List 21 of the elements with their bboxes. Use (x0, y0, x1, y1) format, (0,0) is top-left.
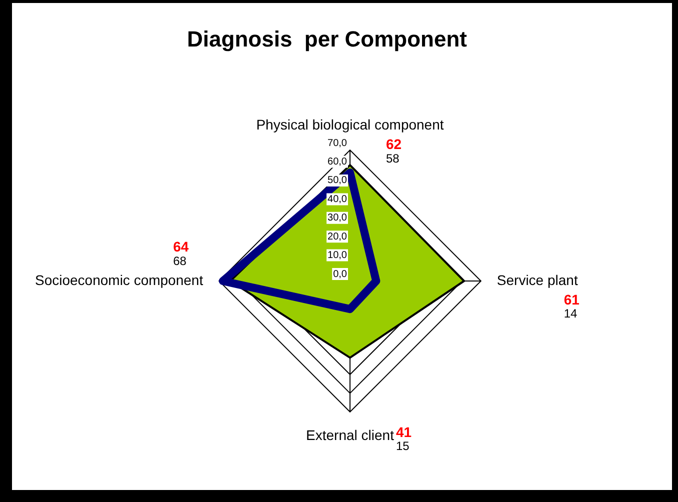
y-tick-label: 40,0 (328, 194, 348, 205)
text: 64 (173, 238, 189, 254)
text: 61 (564, 291, 580, 308)
y-tick-label: 0,0 (333, 268, 348, 280)
text: 41 (396, 424, 412, 440)
y-tick-label: 70,0 (328, 138, 348, 149)
text: 15 (396, 439, 410, 454)
spoke-label: Socioeconomic component (34, 272, 204, 288)
y-tick-label: 30,0 (328, 212, 348, 224)
y-tick-label: 10,0 (328, 250, 348, 262)
text: 14 (564, 306, 578, 321)
y-tick-label: 20,0 (328, 231, 348, 242)
text: 68 (173, 254, 187, 268)
y-tick-label: 50,0 (328, 175, 348, 186)
spoke-label: Service plant (496, 272, 578, 288)
text: 62 (386, 136, 402, 152)
chart-title: Diagnosis per Component (187, 26, 468, 52)
text: 58 (386, 151, 400, 166)
spoke-label: External client (306, 427, 394, 444)
spoke-label: Physical biological component (256, 116, 444, 133)
y-tick-label: 60,0 (328, 156, 348, 168)
